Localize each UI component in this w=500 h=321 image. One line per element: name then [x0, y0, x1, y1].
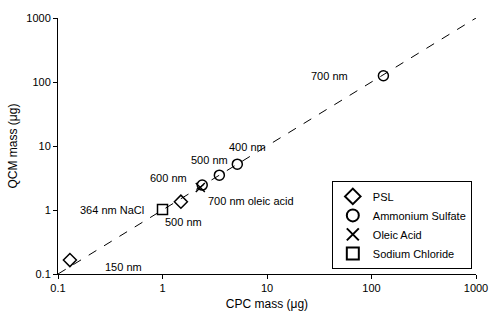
svg-text:10: 10: [39, 140, 51, 152]
svg-text:600 nm: 600 nm: [150, 172, 187, 184]
svg-text:CPC mass (μg): CPC mass (μg): [226, 297, 308, 311]
svg-text:1000: 1000: [26, 12, 50, 24]
svg-text:100: 100: [32, 76, 50, 88]
svg-text:364 nm NaCl: 364 nm NaCl: [80, 204, 144, 216]
svg-text:1000: 1000: [464, 282, 488, 294]
svg-text:400 nm: 400 nm: [229, 141, 266, 153]
svg-text:1: 1: [159, 282, 165, 294]
svg-text:Sodium Chloride: Sodium Chloride: [373, 248, 454, 260]
svg-text:700 nm oleic acid: 700 nm oleic acid: [208, 195, 294, 207]
svg-text:1: 1: [45, 204, 51, 216]
svg-text:10: 10: [261, 282, 273, 294]
svg-text:700 nm: 700 nm: [311, 70, 348, 82]
svg-text:PSL: PSL: [373, 191, 394, 203]
svg-text:QCM mass (μg): QCM mass (μg): [6, 104, 20, 189]
svg-text:150 nm: 150 nm: [105, 261, 142, 273]
svg-text:Ammonium Sulfate: Ammonium Sulfate: [373, 210, 466, 222]
svg-text:0.1: 0.1: [50, 282, 65, 294]
svg-text:500 nm: 500 nm: [165, 216, 202, 228]
svg-text:500 nm: 500 nm: [191, 154, 228, 166]
svg-text:Oleic Acid: Oleic Acid: [373, 229, 422, 241]
svg-text:0.1: 0.1: [36, 268, 51, 280]
svg-text:100: 100: [362, 282, 380, 294]
